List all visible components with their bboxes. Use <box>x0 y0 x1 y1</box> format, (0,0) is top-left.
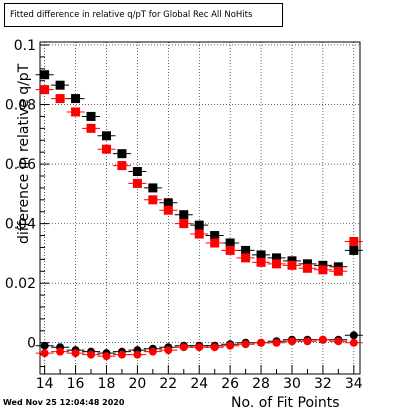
data-point <box>163 198 173 208</box>
x-tick-label: 24 <box>190 376 208 392</box>
series-1 <box>35 70 363 272</box>
y-tick-label: 0.04 <box>5 217 36 233</box>
data-point <box>86 123 96 133</box>
data-point <box>179 210 189 220</box>
data-point <box>102 352 111 361</box>
data-point <box>318 335 327 344</box>
data-point <box>257 338 266 347</box>
x-tick-label: 34 <box>345 376 363 392</box>
data-point <box>349 338 358 347</box>
data-point <box>101 144 111 154</box>
x-tick-label: 32 <box>314 376 332 392</box>
data-point <box>56 347 65 356</box>
data-point <box>148 195 158 205</box>
data-point <box>40 85 50 95</box>
data-point <box>349 331 358 340</box>
data-point <box>241 253 251 263</box>
data-point <box>117 161 127 171</box>
data-point <box>303 337 312 346</box>
x-tick-label: 28 <box>252 376 270 392</box>
data-point <box>148 347 157 356</box>
data-point <box>86 111 96 121</box>
y-axis-label: difference in relative q/pT <box>16 63 32 244</box>
data-point <box>117 350 126 359</box>
x-tick-label: 14 <box>36 376 54 392</box>
data-point <box>334 337 343 346</box>
grid <box>40 42 360 374</box>
series-4 <box>35 335 363 361</box>
data-point <box>210 343 219 352</box>
data-point <box>256 257 266 267</box>
data-point <box>349 236 359 246</box>
data-point <box>226 341 235 350</box>
x-tick-label: 22 <box>159 376 177 392</box>
x-tick-label: 18 <box>98 376 116 392</box>
data-point <box>287 260 297 270</box>
data-point <box>272 259 282 269</box>
data-point <box>133 350 142 359</box>
data-point <box>55 80 65 90</box>
data-point <box>349 245 359 255</box>
y-tick-label: 0.08 <box>5 98 36 114</box>
x-tick-label: 16 <box>67 376 85 392</box>
x-tick-label: 30 <box>283 376 301 392</box>
data-point <box>40 341 49 350</box>
plot-frame <box>39 41 361 375</box>
data-point <box>210 231 220 241</box>
data-point <box>241 245 251 255</box>
tick-labels: 14 16 18 20 22 24 26 28 30 32 34 0 0.02 0.04 0.06 0.08 0… <box>5 38 363 392</box>
data-point <box>256 250 266 260</box>
data-point <box>117 149 127 159</box>
y-tick-label: 0.06 <box>5 157 36 173</box>
data-point <box>272 338 281 347</box>
y-tick-label: 0 <box>27 336 36 352</box>
data-point <box>71 349 80 358</box>
data-point <box>241 340 250 349</box>
chart-title: Fitted difference in relative q/pT for G… <box>4 3 283 27</box>
data-point <box>148 183 158 193</box>
data-point <box>55 94 65 104</box>
series-2 <box>35 85 363 276</box>
axis-ticks <box>40 44 355 374</box>
data-point <box>194 229 204 239</box>
data-point <box>225 245 235 255</box>
data-point <box>163 205 173 215</box>
data-point <box>195 343 204 352</box>
data-point <box>179 343 188 352</box>
x-tick-label: 20 <box>128 376 146 392</box>
data-point <box>302 263 312 273</box>
timestamp: Wed Nov 25 12:04:48 2020 <box>3 398 125 407</box>
y-tick-label: 0.02 <box>5 276 36 292</box>
data-point <box>179 219 189 229</box>
data-point <box>40 349 49 358</box>
data-point <box>318 265 328 275</box>
data-point <box>40 70 50 80</box>
data-point <box>132 178 142 188</box>
data-points <box>35 70 363 361</box>
data-point <box>101 131 111 141</box>
data-point <box>287 337 296 346</box>
data-point <box>87 350 96 359</box>
data-point <box>164 346 173 355</box>
data-point <box>132 167 142 177</box>
data-point <box>210 238 220 248</box>
data-point <box>71 94 81 104</box>
data-point <box>225 238 235 248</box>
data-point <box>71 107 81 117</box>
data-point <box>272 253 282 263</box>
x-axis-label: No. of Fit Points <box>231 395 340 411</box>
y-tick-label: 0.1 <box>14 38 36 54</box>
data-point <box>194 220 204 230</box>
x-tick-label: 26 <box>221 376 239 392</box>
data-point <box>333 266 343 276</box>
